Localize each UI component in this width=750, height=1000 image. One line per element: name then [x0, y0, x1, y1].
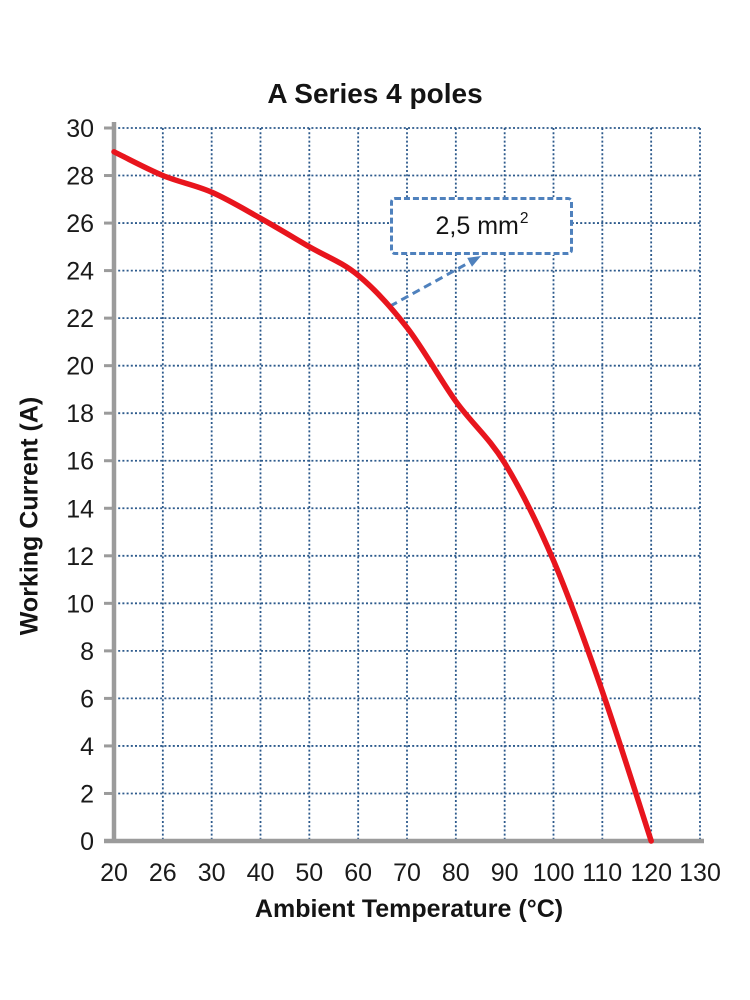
y-tick-label: 28 — [66, 163, 94, 191]
x-tick-label: 80 — [442, 859, 470, 887]
x-tick-label: 60 — [344, 859, 372, 887]
x-tick-label: 30 — [198, 859, 226, 887]
callout-leader-line — [389, 254, 482, 308]
x-tick-label: 26 — [149, 859, 177, 887]
x-tick-label: 70 — [393, 859, 421, 887]
y-tick-label: 6 — [80, 685, 94, 713]
x-axis-tick-labels: 20 26 30 40 50 60 70 80 90 100 110 120 130 — [100, 859, 721, 887]
y-tick-label: 26 — [66, 210, 94, 238]
y-tick-label: 8 — [80, 638, 94, 666]
callout-text: 2,5 mm — [435, 211, 519, 240]
x-axis-title: Ambient Temperature (°C) — [254, 895, 564, 923]
x-tick-label: 130 — [679, 859, 721, 887]
y-tick-label: 14 — [66, 495, 94, 523]
x-tick-label: 110 — [582, 859, 622, 887]
y-tick-label: 24 — [66, 258, 94, 286]
y-tick-label: 20 — [66, 353, 94, 381]
y-tick-label: 30 — [66, 115, 94, 143]
y-tick-label: 18 — [66, 400, 94, 428]
chart-title: A Series 4 poles — [267, 78, 483, 109]
y-tick-label: 22 — [66, 305, 94, 333]
y-tick-label: 2 — [80, 781, 94, 809]
callout-leader-arrowhead — [467, 256, 481, 267]
y-tick-label: 0 — [80, 828, 94, 856]
y-tick-label: 4 — [80, 733, 94, 761]
x-tick-label: 50 — [295, 859, 323, 887]
x-tick-label: 120 — [630, 859, 672, 887]
x-tick-label: 90 — [491, 859, 519, 887]
y-tick-label: 10 — [66, 590, 94, 618]
axes — [104, 122, 704, 844]
derating-curve — [111, 149, 654, 844]
y-tick-label: 16 — [66, 448, 94, 476]
y-axis-ticks — [104, 126, 114, 843]
x-tick-label: 100 — [533, 859, 575, 887]
x-tick-label: 40 — [247, 859, 275, 887]
series-callout-label: 2,5 mm 2 — [390, 197, 573, 255]
y-tick-label: 12 — [66, 543, 94, 571]
x-tick-label: 20 — [100, 859, 128, 887]
